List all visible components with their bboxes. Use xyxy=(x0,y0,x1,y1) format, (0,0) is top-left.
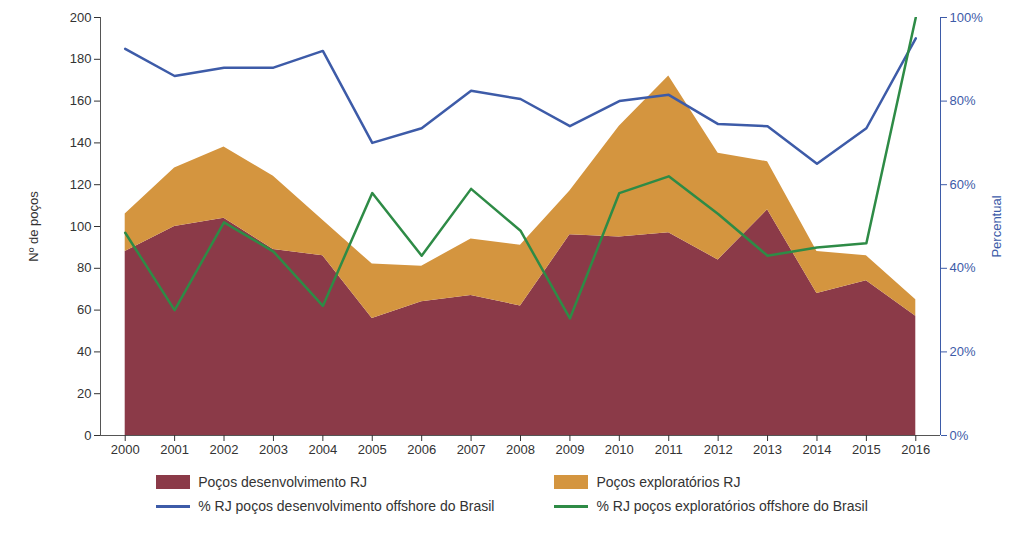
svg-text:2010: 2010 xyxy=(605,442,634,457)
svg-text:120: 120 xyxy=(70,177,92,192)
svg-text:60%: 60% xyxy=(950,177,976,192)
html-text:Poços exploratórios RJ: Poços exploratórios RJ xyxy=(596,474,741,490)
svg-text:2001: 2001 xyxy=(160,442,189,457)
html-text:% RJ poços desenvolvimento off: % RJ poços desenvolvimento offshore do B… xyxy=(198,498,495,514)
svg-text:2004: 2004 xyxy=(308,442,337,457)
svg-text:2013: 2013 xyxy=(753,442,782,457)
svg-text:2000: 2000 xyxy=(111,442,140,457)
svg-text:Nº de poços: Nº de poços xyxy=(26,191,41,262)
svg-text:2007: 2007 xyxy=(457,442,486,457)
svg-text:Percentual: Percentual xyxy=(989,195,1004,257)
svg-text:40: 40 xyxy=(77,344,91,359)
svg-text:0%: 0% xyxy=(950,428,969,443)
svg-text:40%: 40% xyxy=(950,260,976,275)
svg-text:2006: 2006 xyxy=(407,442,436,457)
svg-text:60: 60 xyxy=(77,302,91,317)
svg-text:2002: 2002 xyxy=(210,442,239,457)
svg-text:2016: 2016 xyxy=(901,442,930,457)
svg-text:0: 0 xyxy=(84,428,91,443)
svg-text:160: 160 xyxy=(70,93,92,108)
html-text:% RJ poços exploratórios offsh: % RJ poços exploratórios offshore do Bra… xyxy=(596,498,868,514)
svg-text:100: 100 xyxy=(70,219,92,234)
svg-text:80%: 80% xyxy=(950,93,976,108)
svg-text:80: 80 xyxy=(77,260,91,275)
svg-text:20: 20 xyxy=(77,386,91,401)
html-text:Poços desenvolvimento RJ: Poços desenvolvimento RJ xyxy=(198,474,368,490)
svg-text:2003: 2003 xyxy=(259,442,288,457)
svg-text:2005: 2005 xyxy=(358,442,387,457)
svg-text:2011: 2011 xyxy=(655,442,683,457)
svg-text:200: 200 xyxy=(70,10,92,25)
svg-text:100%: 100% xyxy=(950,10,984,25)
svg-text:2012: 2012 xyxy=(704,442,733,457)
svg-text:180: 180 xyxy=(70,51,92,66)
svg-text:2008: 2008 xyxy=(506,442,535,457)
svg-text:2014: 2014 xyxy=(803,442,832,457)
svg-text:20%: 20% xyxy=(950,344,976,359)
svg-text:2015: 2015 xyxy=(852,442,881,457)
svg-text:2009: 2009 xyxy=(555,442,584,457)
svg-text:140: 140 xyxy=(70,135,92,150)
